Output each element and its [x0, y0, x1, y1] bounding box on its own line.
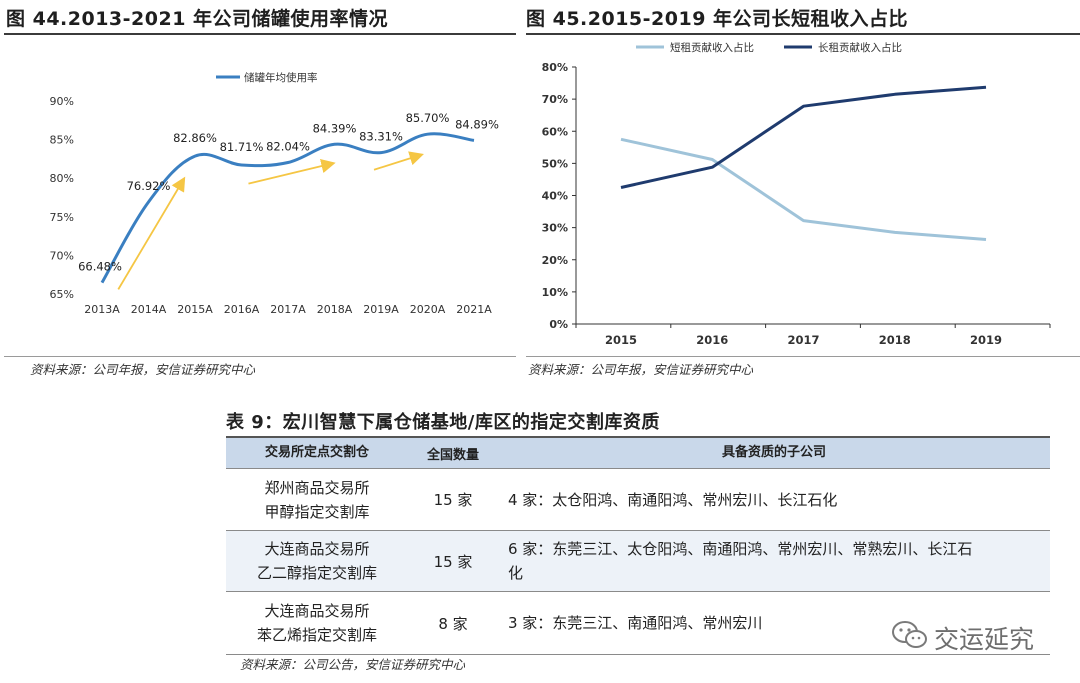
y-tick-label: 30% [542, 222, 568, 235]
data-label: 84.89% [455, 117, 499, 131]
trend-arrow [117, 176, 186, 290]
title-rule [4, 33, 516, 35]
legend-label: 短租贡献收入占比 [670, 41, 754, 54]
trend-arrow [248, 159, 336, 185]
table-row: 大连商品交易所 乙二醇指定交割库 15 家 6 家：东莞三江、太仓阳鸿、南通阳鸿… [226, 530, 1050, 592]
source-rule [526, 356, 1080, 357]
utilization-chart-title: 图 44.2013-2021 年公司储罐使用率情况 [6, 8, 389, 30]
subsidiaries-line: 6 家：东莞三江、太仓阳鸿、南通阳鸿、常州宏川、常熟宏川、长江石 [508, 540, 973, 558]
y-tick-label: 20% [542, 254, 568, 267]
y-tick-label: 85% [50, 134, 74, 147]
short-term-series-line [620, 137, 987, 241]
warehouse-name-line: 大连商品交易所 [264, 540, 370, 558]
y-tick-label: 65% [50, 288, 74, 301]
data-label: 76.92% [127, 179, 171, 193]
wechat-icon [892, 621, 927, 648]
data-label: 81.71% [220, 140, 264, 154]
rental-share-chart-title: 图 45.2015-2019 年公司长短租收入占比 [526, 8, 909, 30]
utilization-line-chart: 65% 70% 75% 80% 85% 90% 2013A 2014A 2015A 2016A 20… [50, 71, 499, 316]
data-label: 85.70% [406, 111, 450, 125]
data-label: 66.48% [78, 260, 122, 274]
rental-share-chart-panel: 图 45.2015-2019 年公司长短租收入占比 0% 10% 20% 30% 40%… [526, 0, 1080, 380]
y-tick-label: 75% [50, 211, 74, 224]
subsidiaries-line: 4 家：太仓阳鸿、南通阳鸿、常州宏川、长江石化 [508, 490, 838, 509]
watermark: 交运延究 [890, 618, 1060, 654]
warehouse-name-line: 大连商品交易所 [264, 602, 370, 620]
y-tick-label: 80% [50, 172, 74, 185]
y-tick-label: 90% [50, 95, 74, 108]
data-label: 84.39% [313, 121, 357, 135]
data-label: 82.86% [173, 131, 217, 145]
table-title: 表 9：宏川智慧下属仓储基地/库区的指定交割库资质 [226, 412, 660, 433]
x-tick-label: 2015 [605, 333, 637, 347]
table-header-row: 交易所定点交割仓 全国数量 具备资质的子公司 [226, 436, 1050, 469]
y-tick-label: 0% [549, 318, 568, 331]
warehouse-name-line: 甲醇指定交割库 [264, 502, 370, 521]
delivery-warehouse-table-section: 表 9：宏川智慧下属仓储基地/库区的指定交割库资质 交易所定点交割仓 全国数量 … [226, 404, 1056, 683]
header-count: 全国数量 [408, 436, 498, 469]
y-tick-label: 40% [542, 190, 568, 203]
y-tick-label: 70% [542, 93, 568, 106]
table-source: 资料来源：公司公告，安信证券研究中心 [240, 657, 466, 672]
x-tick-label: 2018A [317, 303, 353, 316]
warehouse-cell: 郑州商品交易所 甲醇指定交割库 [226, 468, 408, 531]
count-cell: 15 家 [408, 468, 498, 531]
x-tick-label: 2017 [787, 333, 819, 347]
table-row: 大连商品交易所 苯乙烯指定交割库 8 家 3 家：东莞三江、南通阳鸿、常州宏川 [226, 591, 1050, 655]
y-tick-label: 80% [542, 61, 568, 74]
x-tick-label: 2017A [270, 303, 306, 316]
warehouse-cell: 大连商品交易所 苯乙烯指定交割库 [226, 591, 408, 655]
x-tick-label: 2020A [410, 303, 446, 316]
trend-arrow [373, 151, 424, 171]
x-tick-label: 2021A [456, 303, 492, 316]
x-tick-label: 2013A [84, 303, 120, 316]
x-tick-label: 2016 [696, 333, 728, 347]
header-warehouse: 交易所定点交割仓 [226, 436, 408, 469]
y-tick-label: 70% [50, 249, 74, 262]
legend-label: 长租贡献收入占比 [818, 41, 902, 54]
x-tick-label: 2019A [363, 303, 399, 316]
source-rule [4, 356, 516, 357]
data-label: 83.31% [359, 130, 403, 144]
warehouse-name-line: 郑州商品交易所 [264, 478, 370, 497]
y-tick-label: 10% [542, 286, 568, 299]
subsidiaries-cell: 3 家：东莞三江、南通阳鸿、常州宏川 [498, 591, 1050, 655]
watermark-text: 交运延究 [934, 625, 1035, 654]
delivery-warehouse-table: 交易所定点交割仓 全国数量 具备资质的子公司 郑州商品交易所 甲醇指定交割库 1… [226, 436, 1050, 655]
warehouse-name-line: 苯乙烯指定交割库 [256, 626, 377, 644]
x-tick-label: 2018 [879, 333, 911, 347]
warehouse-name-line: 乙二醇指定交割库 [256, 564, 377, 582]
table-row: 郑州商品交易所 甲醇指定交割库 15 家 4 家：太仓阳鸿、南通阳鸿、常州宏川、… [226, 468, 1050, 531]
rental-share-line-chart: 0% 10% 20% 30% 40% 50% 60% 70% 80% 2015 2016 2017 20… [542, 41, 1051, 347]
x-tick-label: 2015A [177, 303, 213, 316]
y-tick-label: 50% [542, 157, 568, 170]
x-tick-label: 2014A [131, 303, 167, 316]
x-tick-label: 2019 [970, 333, 1002, 347]
long-term-series-line [620, 85, 987, 189]
utilization-chart-source: 资料来源：公司年报，安信证券研究中心 [30, 362, 256, 377]
subsidiaries-cell: 4 家：太仓阳鸿、南通阳鸿、常州宏川、长江石化 [498, 468, 1050, 531]
utilization-chart-panel: 图 44.2013-2021 年公司储罐使用率情况 65% 70% 75% 80% 85… [0, 0, 525, 380]
y-tick-label: 60% [542, 125, 568, 138]
legend-label: 储罐年均使用率 [244, 71, 318, 84]
utilization-series-line [100, 132, 475, 284]
warehouse-cell: 大连商品交易所 乙二醇指定交割库 [226, 530, 408, 592]
subsidiaries-cell: 6 家：东莞三江、太仓阳鸿、南通阳鸿、常州宏川、常熟宏川、长江石 化 [498, 530, 1050, 592]
count-cell: 8 家 [408, 591, 498, 655]
header-subsidiaries: 具备资质的子公司 [498, 436, 1050, 469]
count-cell: 15 家 [408, 530, 498, 592]
subsidiaries-line: 化 [508, 564, 524, 582]
data-label: 82.04% [266, 139, 310, 153]
title-rule [526, 33, 1080, 35]
x-tick-label: 2016A [224, 303, 260, 316]
rental-share-chart-source: 资料来源：公司年报，安信证券研究中心 [528, 362, 754, 377]
subsidiaries-line: 3 家：东莞三江、南通阳鸿、常州宏川 [508, 614, 763, 632]
